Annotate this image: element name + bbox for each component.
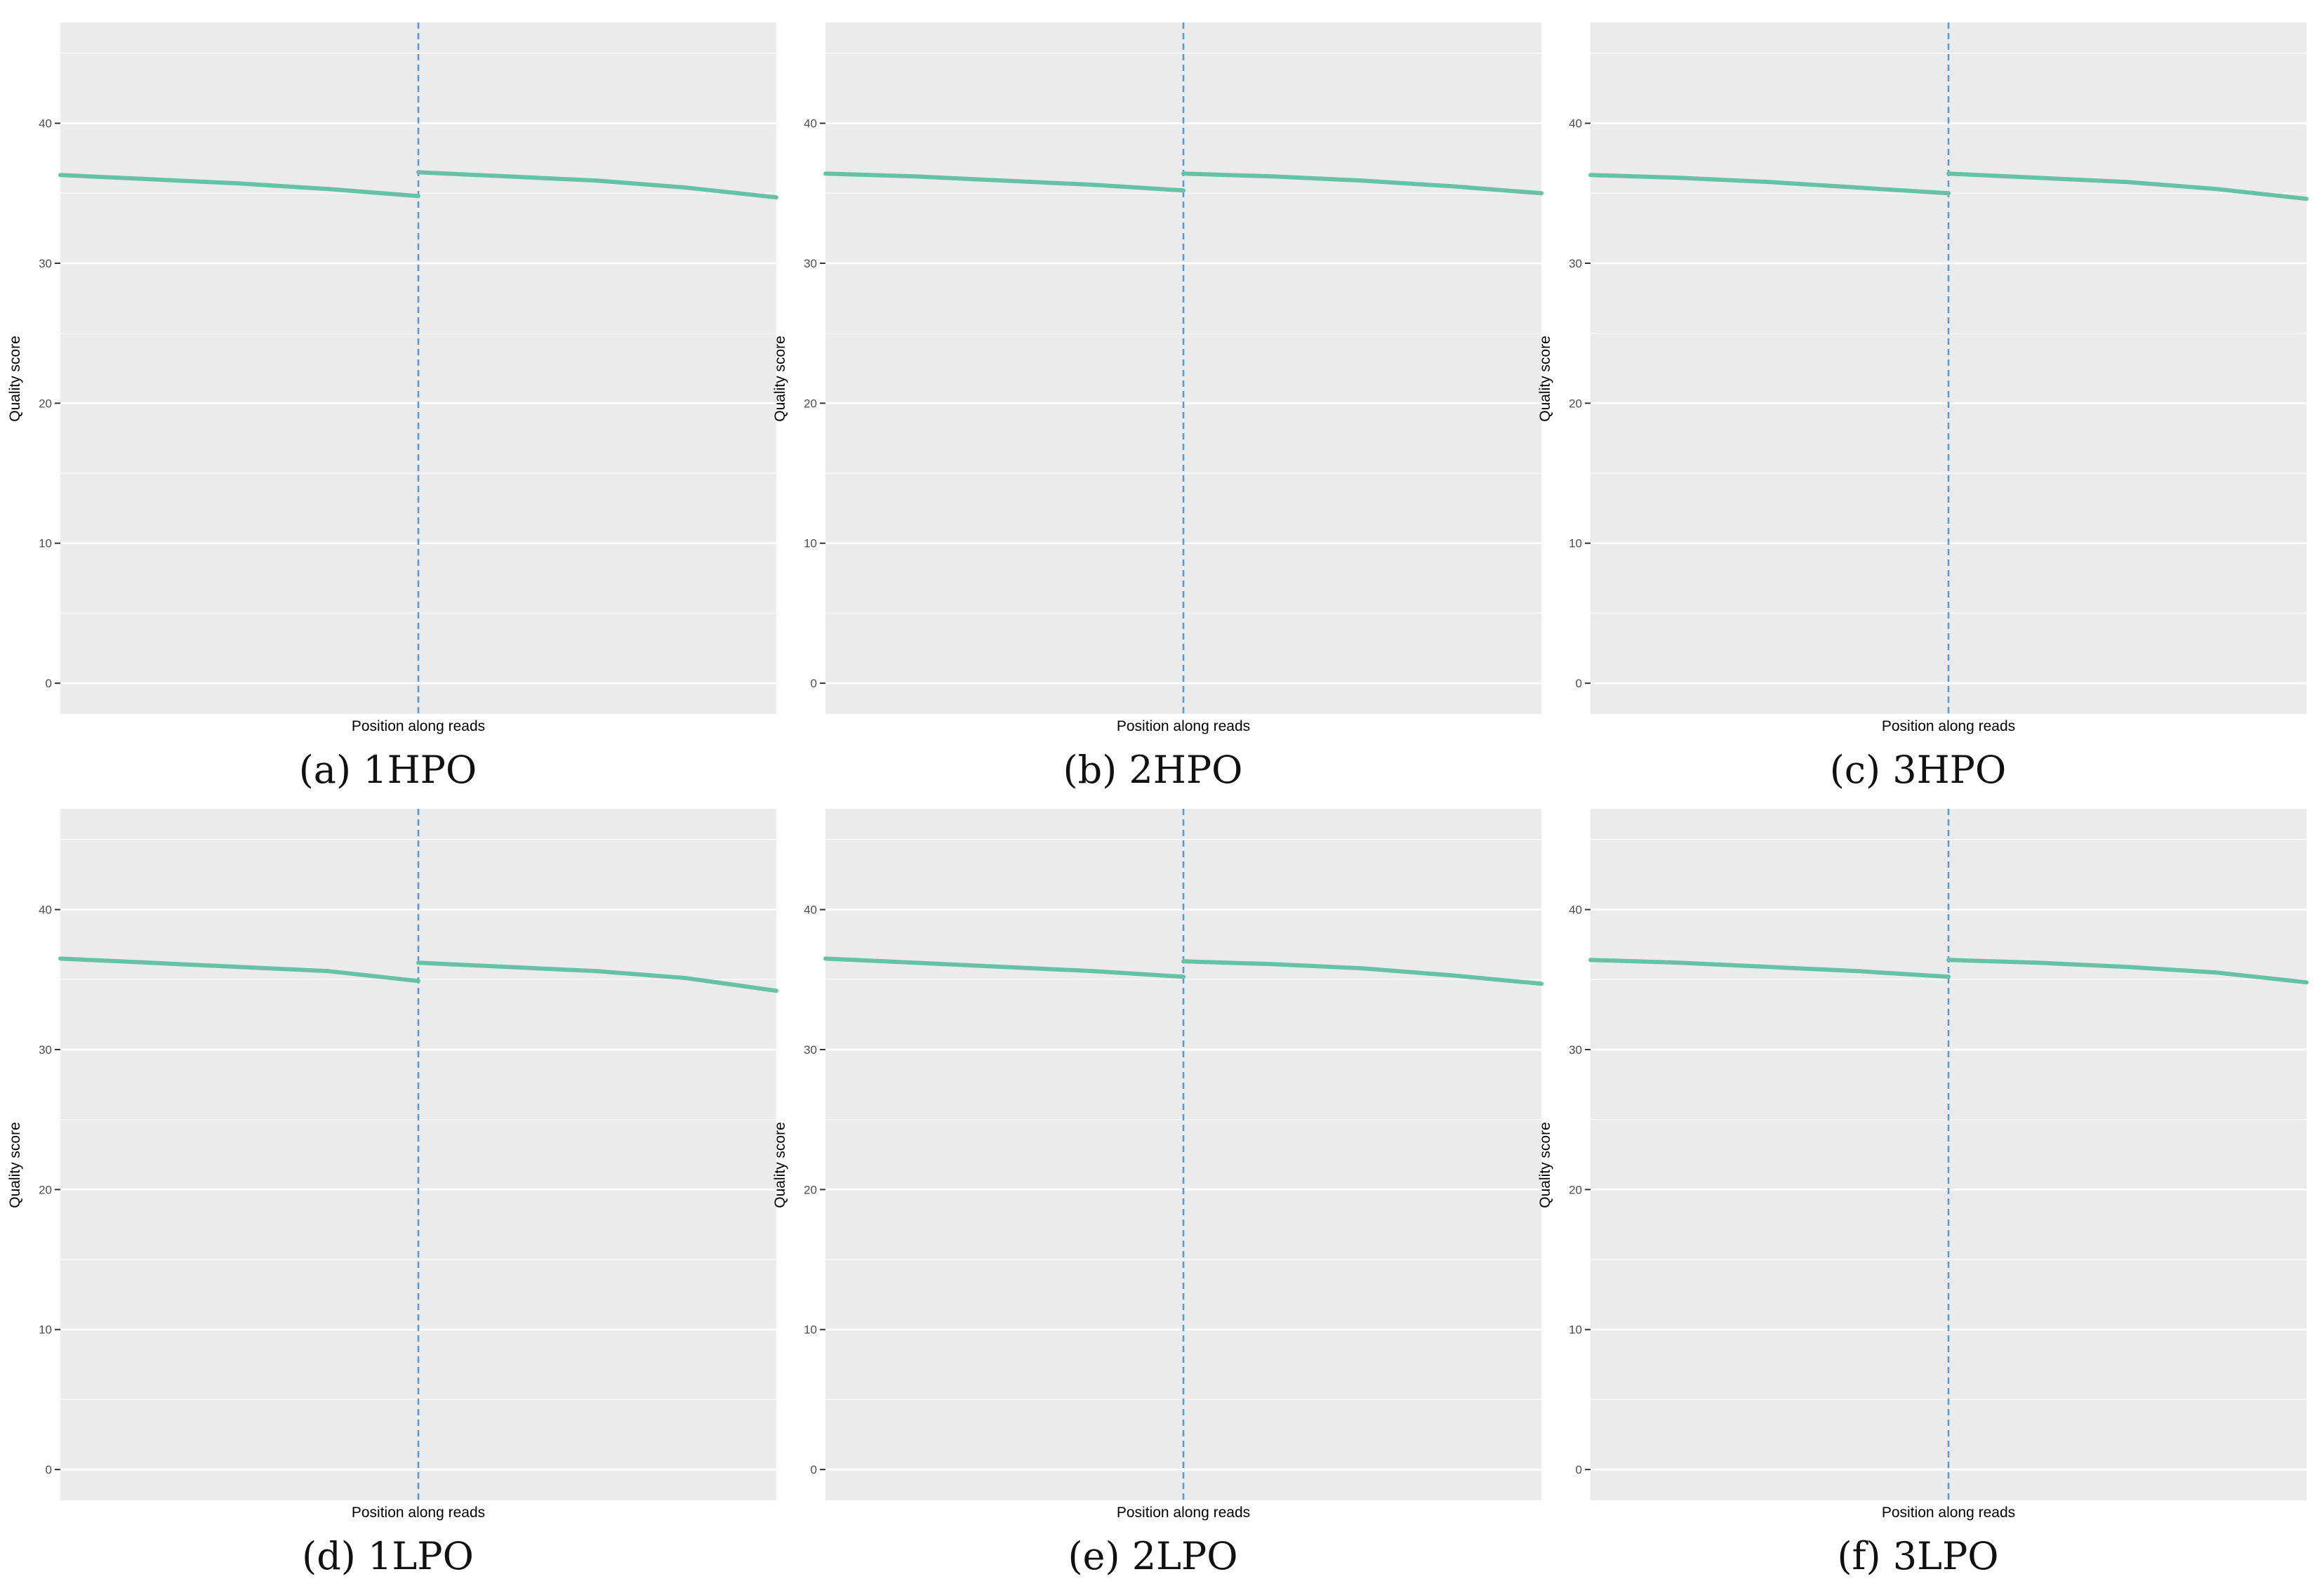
y-tick-label: 30	[39, 1043, 52, 1057]
y-tick-label: 40	[804, 904, 817, 917]
panel-caption: (a) 1HPO	[298, 748, 477, 792]
y-tick-label: 0	[811, 1463, 817, 1476]
y-axis-title: Quality score	[772, 1122, 788, 1208]
y-tick-label: 30	[804, 1043, 817, 1057]
panel-caption: (b) 2HPO	[1063, 748, 1243, 792]
x-axis-title: Position along reads	[1882, 1505, 2015, 1521]
y-tick-label: 20	[804, 1183, 817, 1196]
plot-background	[60, 22, 776, 714]
y-tick-label: 40	[39, 117, 52, 131]
panel-caption: (d) 1LPO	[302, 1534, 474, 1578]
quality-line-segment	[1588, 173, 1951, 196]
y-tick-label: 10	[1569, 1323, 1582, 1337]
x-axis-title: Position along reads	[1117, 718, 1250, 734]
y-tick-label: 0	[1576, 677, 1582, 690]
chart-panel: 0 10 20 30 40 Position along reads Quality sco…	[1537, 22, 2309, 734]
y-tick-label: 40	[39, 904, 52, 917]
quality-line-segment	[58, 173, 420, 199]
chart-panel: 0 10 20 30 40 Position along reads Quality sco…	[7, 22, 778, 734]
quality-line-segment	[58, 956, 420, 984]
x-axis-title: Position along reads	[1882, 718, 2015, 734]
quality-line-segment	[1181, 959, 1543, 986]
y-axis-title: Quality score	[1537, 336, 1553, 422]
y-tick-label: 20	[804, 397, 817, 410]
y-tick-label: 20	[39, 1183, 52, 1196]
y-tick-label: 30	[39, 257, 52, 270]
quality-line-segment	[823, 171, 1186, 193]
quality-line-segment	[1946, 171, 2309, 201]
quality-line-segment	[416, 170, 778, 200]
y-tick-label: 10	[1569, 537, 1582, 550]
y-tick-label: 40	[804, 117, 817, 131]
y-tick-label: 30	[1569, 1043, 1582, 1057]
chart-panel: 0 10 20 30 40 Position along reads Quality sco…	[772, 22, 1543, 734]
y-tick-label: 30	[1569, 257, 1582, 270]
y-axis-title: Quality score	[1537, 1122, 1553, 1208]
x-axis-title: Position along reads	[352, 1505, 485, 1521]
y-tick-label: 10	[39, 1323, 52, 1337]
quality-line-segment	[1181, 171, 1543, 196]
y-tick-label: 40	[1569, 117, 1582, 131]
quality-line-segment	[823, 956, 1186, 979]
y-tick-label: 0	[46, 677, 52, 690]
y-tick-label: 10	[39, 537, 52, 550]
y-tick-label: 0	[1576, 1463, 1582, 1476]
y-tick-label: 0	[811, 677, 817, 690]
y-tick-label: 10	[804, 1323, 817, 1337]
y-tick-label: 30	[804, 257, 817, 270]
y-axis-title: Quality score	[772, 336, 788, 422]
x-axis-title: Position along reads	[352, 718, 485, 734]
panel-caption: (f) 3LPO	[1837, 1534, 1999, 1578]
plot-background	[825, 22, 1541, 714]
y-tick-label: 0	[46, 1463, 52, 1476]
plot-background	[1591, 22, 2306, 714]
panel-caption: (c) 3HPO	[1829, 748, 2007, 792]
y-tick-label: 20	[39, 397, 52, 410]
y-tick-label: 20	[1569, 1183, 1582, 1196]
chart-panel: 0 10 20 30 40 Position along reads Quality sco…	[772, 809, 1543, 1521]
x-axis-title: Position along reads	[1117, 1505, 1250, 1521]
y-tick-label: 20	[1569, 397, 1582, 410]
plot-background	[60, 809, 776, 1500]
quality-line-segment	[1588, 958, 1951, 979]
quality-line-segment	[1946, 958, 2309, 985]
quality-line-segment	[416, 960, 778, 993]
y-tick-label: 10	[804, 537, 817, 550]
y-tick-label: 40	[1569, 904, 1582, 917]
chart-panel: 0 10 20 30 40 Position along reads Quality sco…	[1537, 809, 2309, 1521]
chart-panel: 0 10 20 30 40 Position along reads Quality sco…	[7, 809, 778, 1521]
panel-caption: (e) 2LPO	[1068, 1534, 1238, 1578]
plot-background	[1591, 809, 2306, 1500]
plot-background	[825, 809, 1541, 1500]
y-axis-title: Quality score	[7, 1122, 23, 1208]
y-axis-title: Quality score	[7, 336, 23, 422]
